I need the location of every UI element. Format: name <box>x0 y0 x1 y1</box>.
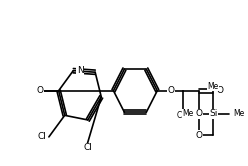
Text: CH₃: CH₃ <box>177 111 191 120</box>
Text: O: O <box>195 131 202 140</box>
Text: Cl: Cl <box>37 132 46 141</box>
Text: Si: Si <box>209 109 217 118</box>
Text: O: O <box>195 109 202 118</box>
Text: N: N <box>77 66 83 75</box>
Text: O: O <box>167 86 174 95</box>
Text: O: O <box>216 86 223 95</box>
Text: Cl: Cl <box>83 143 92 152</box>
Text: Me: Me <box>183 109 194 118</box>
Text: Me: Me <box>233 109 244 118</box>
Text: Me: Me <box>208 82 219 91</box>
Text: O: O <box>37 86 44 95</box>
